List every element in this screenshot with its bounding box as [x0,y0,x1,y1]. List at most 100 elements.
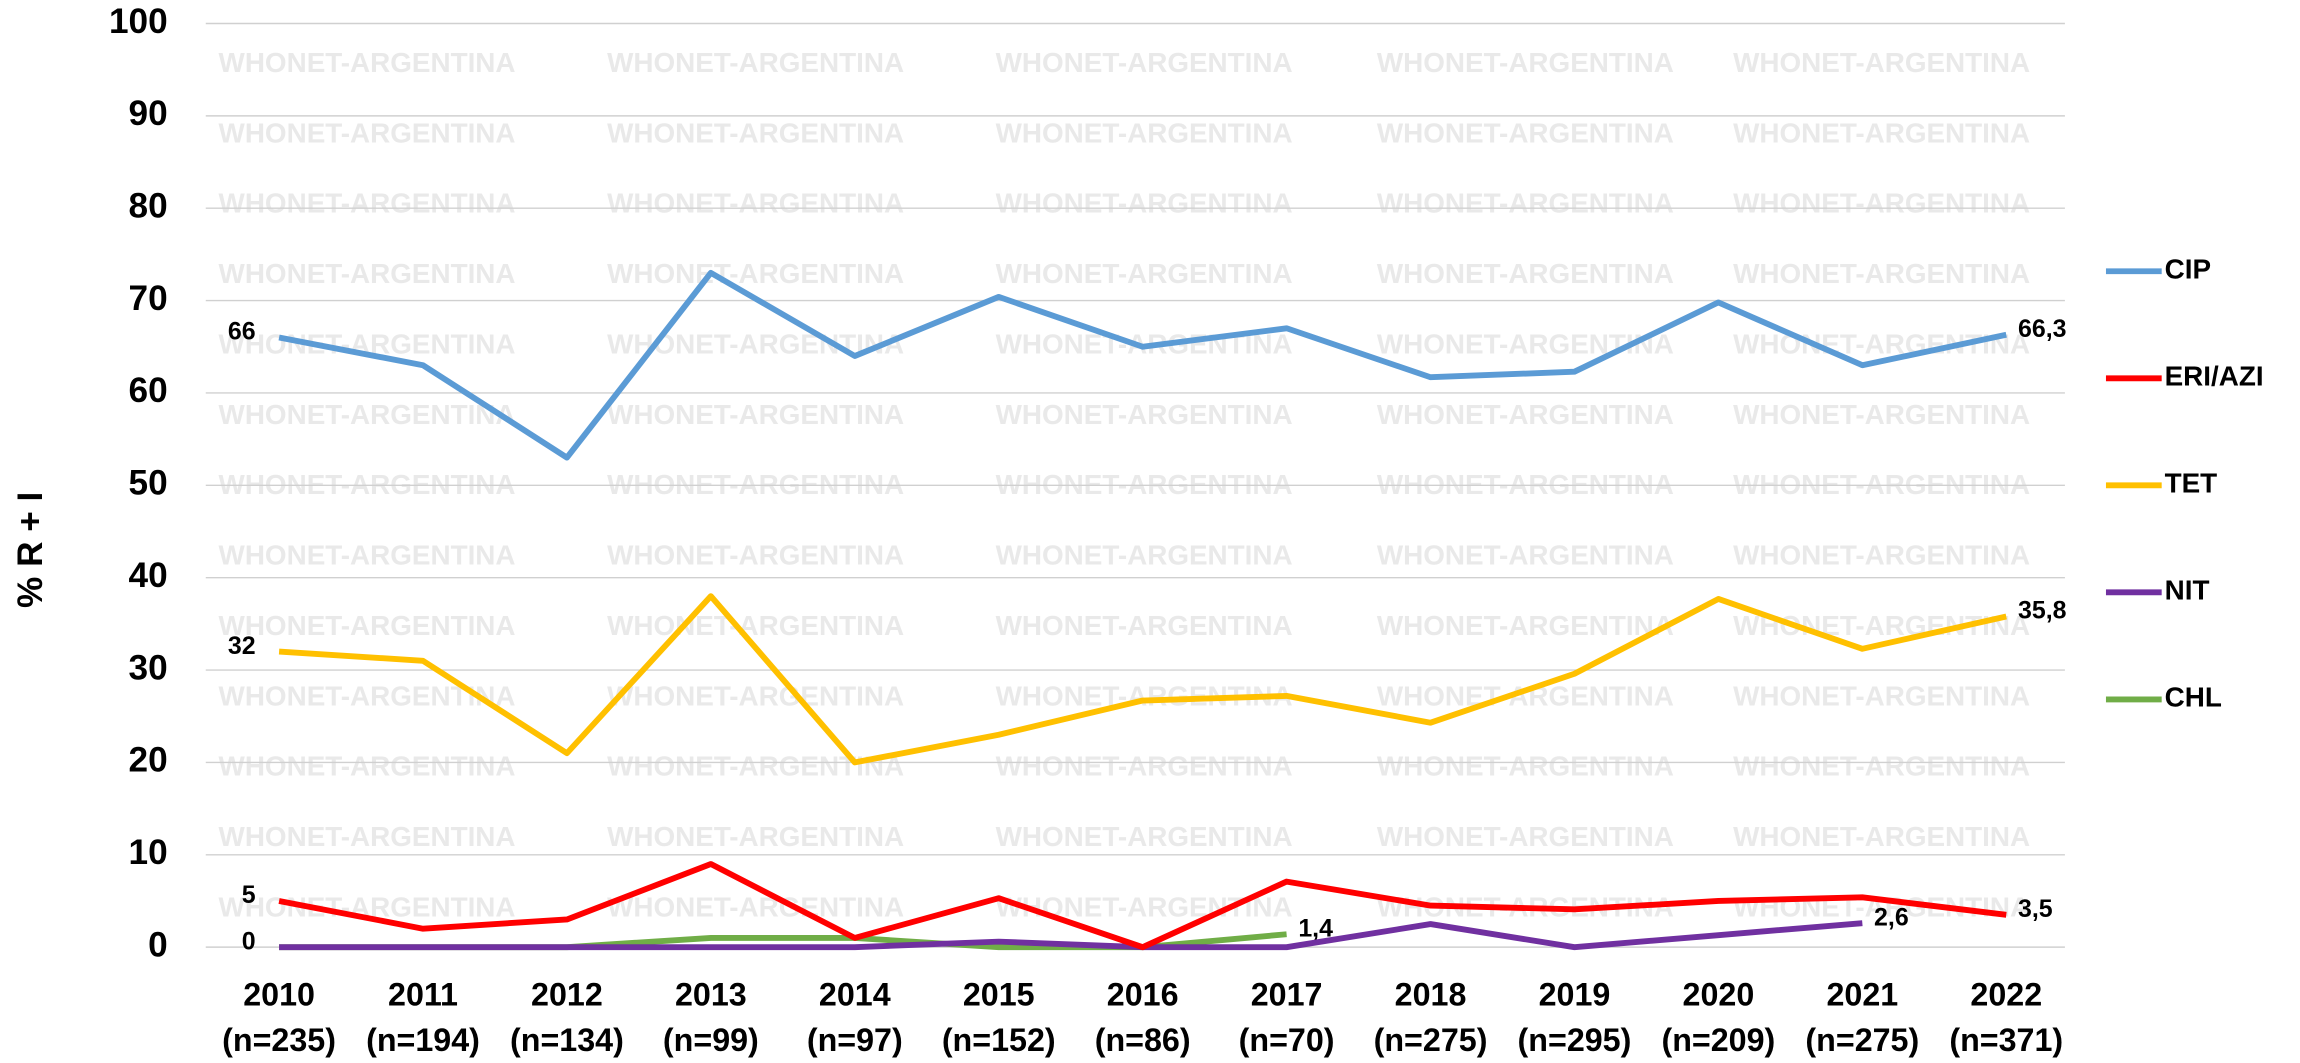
y-tick-label: 0 [148,925,168,964]
watermark: WHONET-ARGENTINA [1733,821,2030,852]
data-label: 3,5 [2018,895,2053,923]
watermark: WHONET-ARGENTINA [607,680,904,711]
line-series [279,920,1863,951]
x-tick-sublabel: (n=295) [1518,1022,1632,1058]
data-label: 32 [228,632,256,660]
data-label: 5 [242,881,256,909]
watermark: WHONET-ARGENTINA [1377,117,1674,148]
watermark: WHONET-ARGENTINA [607,188,904,219]
y-tick-label: 50 [129,464,168,503]
watermark: WHONET-ARGENTINA [1733,399,2030,430]
x-tick-sublabel: (n=152) [942,1022,1056,1058]
watermark: WHONET-ARGENTINA [1733,328,2030,359]
data-label: 35,8 [2018,597,2067,625]
watermark: WHONET-ARGENTINA [219,821,516,852]
watermark: WHONET-ARGENTINA [1733,610,2030,641]
x-tick-sublabel: (n=194) [366,1022,480,1058]
watermark: WHONET-ARGENTINA [219,258,516,289]
x-tick-sublabel: (n=209) [1661,1022,1775,1058]
data-label: 66,3 [2018,315,2066,343]
watermark: WHONET-ARGENTINA [607,891,904,922]
watermark: WHONET-ARGENTINA [607,610,904,641]
x-tick-label: 2018 [1395,977,1467,1013]
line-series [278,269,2007,461]
watermark: WHONET-ARGENTINA [996,540,1293,571]
watermark: WHONET-ARGENTINA [607,117,904,148]
x-tick-sublabel: (n=371) [1949,1022,2063,1058]
x-tick-label: 2013 [675,977,747,1013]
watermark: WHONET-ARGENTINA [1733,258,2030,289]
x-tick-label: 2011 [388,977,458,1013]
watermark: WHONET-ARGENTINA [996,47,1293,78]
y-tick-label: 100 [109,2,168,41]
y-tick-label: 20 [129,741,168,780]
watermark: WHONET-ARGENTINA [607,821,904,852]
watermark: WHONET-ARGENTINA [219,751,516,782]
x-tick-label: 2021 [1826,977,1898,1013]
watermark: WHONET-ARGENTINA [1733,680,2030,711]
x-tick-label: 2012 [531,977,603,1013]
watermark: WHONET-ARGENTINA [1377,680,1674,711]
watermark: WHONET-ARGENTINA [1377,47,1674,78]
x-tick-sublabel: (n=99) [663,1022,759,1058]
watermark: WHONET-ARGENTINA [996,188,1293,219]
watermark: WHONET-ARGENTINA [607,399,904,430]
watermark: WHONET-ARGENTINA [1733,751,2030,782]
watermark: WHONET-ARGENTINA [219,540,516,571]
watermark: WHONET-ARGENTINA [996,891,1293,922]
watermark: WHONET-ARGENTINA [996,751,1293,782]
watermark: WHONET-ARGENTINA [1377,399,1674,430]
y-tick-label: 80 [129,186,168,225]
watermark: WHONET-ARGENTINA [1377,610,1674,641]
x-tick-sublabel: (n=275) [1374,1022,1488,1058]
watermark: WHONET-ARGENTINA [1377,751,1674,782]
x-tick-label: 2020 [1683,977,1755,1013]
watermark: WHONET-ARGENTINA [1733,117,2030,148]
watermark-layer: WHONET-ARGENTINA WHONET-ARGENTINA WHONET-A… [219,47,2031,923]
y-tick-label: 10 [129,833,168,872]
watermark: WHONET-ARGENTINA [607,540,904,571]
watermark: WHONET-ARGENTINA [1377,821,1674,852]
data-label: 0 [242,927,256,955]
watermark: WHONET-ARGENTINA [1733,188,2030,219]
watermark: WHONET-ARGENTINA [1377,540,1674,571]
watermark: WHONET-ARGENTINA [996,117,1293,148]
y-tick-label: 30 [129,648,168,687]
legend-label: CIP [2165,254,2211,285]
watermark: WHONET-ARGENTINA [996,821,1293,852]
y-tick-label: 40 [129,556,168,595]
legend-label: ERI/AZI [2165,361,2264,392]
watermark: WHONET-ARGENTINA [219,47,516,78]
x-tick-sublabel: (n=235) [222,1022,336,1058]
x-tick-sublabel: (n=97) [807,1022,903,1058]
x-tick-label: 2019 [1539,977,1611,1013]
x-tick-label: 2014 [819,977,891,1013]
data-label: 2,6 [1874,903,1909,931]
y-tick-label: 70 [129,279,168,318]
watermark: WHONET-ARGENTINA [996,399,1293,430]
watermark: WHONET-ARGENTINA [219,399,516,430]
x-tick-sublabel: (n=134) [510,1022,624,1058]
x-tick-label: 2022 [1970,977,2042,1013]
watermark: WHONET-ARGENTINA [219,117,516,148]
watermark: WHONET-ARGENTINA [1377,188,1674,219]
watermark: WHONET-ARGENTINA [996,610,1293,641]
y-tick-label: 60 [129,371,168,410]
legend-label: NIT [2165,575,2210,606]
x-tick-sublabel: (n=70) [1239,1022,1335,1058]
watermark: WHONET-ARGENTINA [1377,328,1674,359]
watermark: WHONET-ARGENTINA [219,680,516,711]
legend-label: TET [2165,468,2218,499]
watermark: WHONET-ARGENTINA [607,258,904,289]
watermark: WHONET-ARGENTINA [219,188,516,219]
x-tick-sublabel: (n=275) [1805,1022,1919,1058]
data-label: 66 [228,318,256,346]
y-axis-label: % R + I [11,492,50,608]
watermark: WHONET-ARGENTINA [996,258,1293,289]
x-tick-sublabel: (n=86) [1095,1022,1191,1058]
x-tick-label: 2016 [1107,977,1179,1013]
x-tick-label: 2017 [1251,977,1323,1013]
watermark: WHONET-ARGENTINA [1733,47,2030,78]
watermark: WHONET-ARGENTINA [1733,540,2030,571]
